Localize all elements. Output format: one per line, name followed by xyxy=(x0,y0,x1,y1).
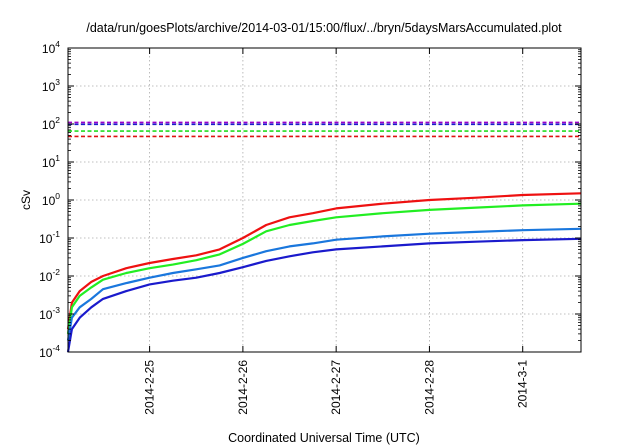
x-tick-label: 2014-2-28 xyxy=(422,360,436,415)
y-tick-label: 10-2 xyxy=(39,267,60,284)
y-tick-label: 101 xyxy=(42,153,60,170)
x-axis-label: Coordinated Universal Time (UTC) xyxy=(228,431,420,445)
y-tick-label: 102 xyxy=(42,115,60,132)
y-axis-ticks: 10-4 10-3 10-2 10-1 100 101 102 103 104 xyxy=(39,39,581,360)
x-tick-label: 2014-2-27 xyxy=(329,360,343,415)
threshold-lines xyxy=(68,121,581,138)
y-tick-label: 103 xyxy=(42,77,60,94)
series-line xyxy=(66,237,582,353)
series-line xyxy=(66,227,582,341)
y-tick-label: 104 xyxy=(42,39,60,56)
chart-title: /data/run/goesPlots/archive/2014-03-01/1… xyxy=(86,21,562,35)
y-tick-label: 10-4 xyxy=(39,343,60,360)
series-line xyxy=(66,192,582,330)
x-axis-ticks: 2014-2-25 2014-2-26 2014-2-27 2014-2-28 2014… xyxy=(143,48,530,415)
series-line xyxy=(66,202,582,335)
x-tick-label: 2014-2-26 xyxy=(236,360,250,415)
series-lines xyxy=(66,192,582,353)
y-axis-label: cSv xyxy=(19,190,33,210)
x-tick-label: 2014-3-1 xyxy=(516,360,530,408)
grid-lines xyxy=(68,48,581,352)
y-tick-label: 100 xyxy=(42,191,60,208)
y-tick-label: 10-1 xyxy=(39,229,60,246)
x-tick-label: 2014-2-25 xyxy=(143,360,157,415)
y-tick-label: 10-3 xyxy=(39,305,60,322)
